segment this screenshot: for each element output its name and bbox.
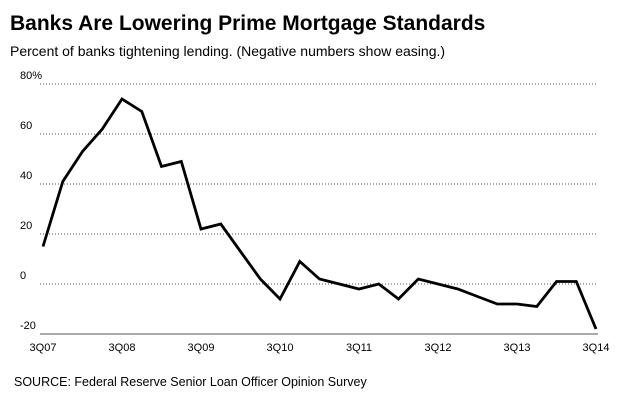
- x-tick-label: 3Q11: [346, 342, 372, 354]
- chart-subtitle: Percent of banks tightening lending. (Ne…: [10, 43, 445, 59]
- y-tick-label: 20: [20, 220, 32, 232]
- x-tick-label: 3Q14: [583, 342, 610, 354]
- x-tick-label: 3Q08: [109, 342, 136, 354]
- data-line: [41, 97, 598, 330]
- y-tick-label: -20: [20, 320, 36, 332]
- y-tick-label: 80%: [20, 70, 42, 82]
- source-note: SOURCE: Federal Reserve Senior Loan Offi…: [14, 375, 367, 389]
- x-tick-label: 3Q07: [30, 342, 57, 354]
- x-tick-label: 3Q10: [267, 342, 294, 354]
- chart-title: Banks Are Lowering Prime Mortgage Standa…: [10, 12, 485, 35]
- x-tick-label: 3Q12: [425, 342, 452, 354]
- x-tick-label: 3Q09: [188, 342, 215, 354]
- x-tick-label: 3Q13: [504, 342, 531, 354]
- y-tick-label: 40: [20, 170, 32, 182]
- y-tick-label: 60: [20, 120, 32, 132]
- y-tick-label: 0: [20, 270, 26, 282]
